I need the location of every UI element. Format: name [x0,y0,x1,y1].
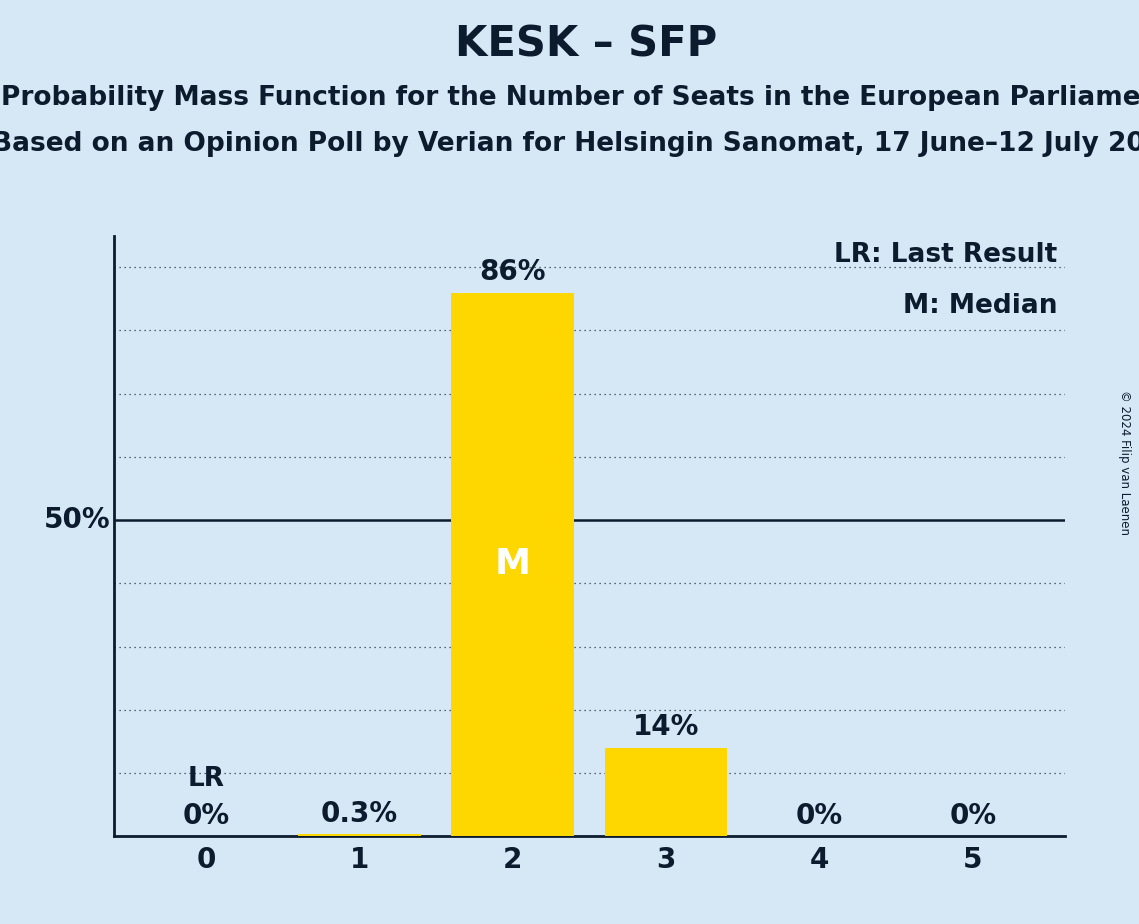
Text: LR: LR [188,766,224,792]
Text: 0%: 0% [182,802,229,830]
Text: 0.3%: 0.3% [321,800,398,828]
Text: 0%: 0% [950,802,997,830]
Bar [298,834,420,836]
Bar [451,293,574,836]
Text: 86%: 86% [480,258,546,286]
Text: M: Median: M: Median [903,293,1057,319]
Text: 50%: 50% [44,506,110,534]
Text: © 2024 Filip van Laenen: © 2024 Filip van Laenen [1118,390,1131,534]
Bar [605,748,728,836]
Text: LR: Last Result: LR: Last Result [834,242,1057,268]
Text: M: M [494,547,531,581]
Text: 0%: 0% [796,802,843,830]
Text: Probability Mass Function for the Number of Seats in the European Parliament: Probability Mass Function for the Number… [1,85,1139,111]
Text: Based on an Opinion Poll by Verian for Helsingin Sanomat, 17 June–12 July 2024: Based on an Opinion Poll by Verian for H… [0,131,1139,157]
Text: 14%: 14% [633,713,699,741]
Text: KESK – SFP: KESK – SFP [456,23,718,65]
